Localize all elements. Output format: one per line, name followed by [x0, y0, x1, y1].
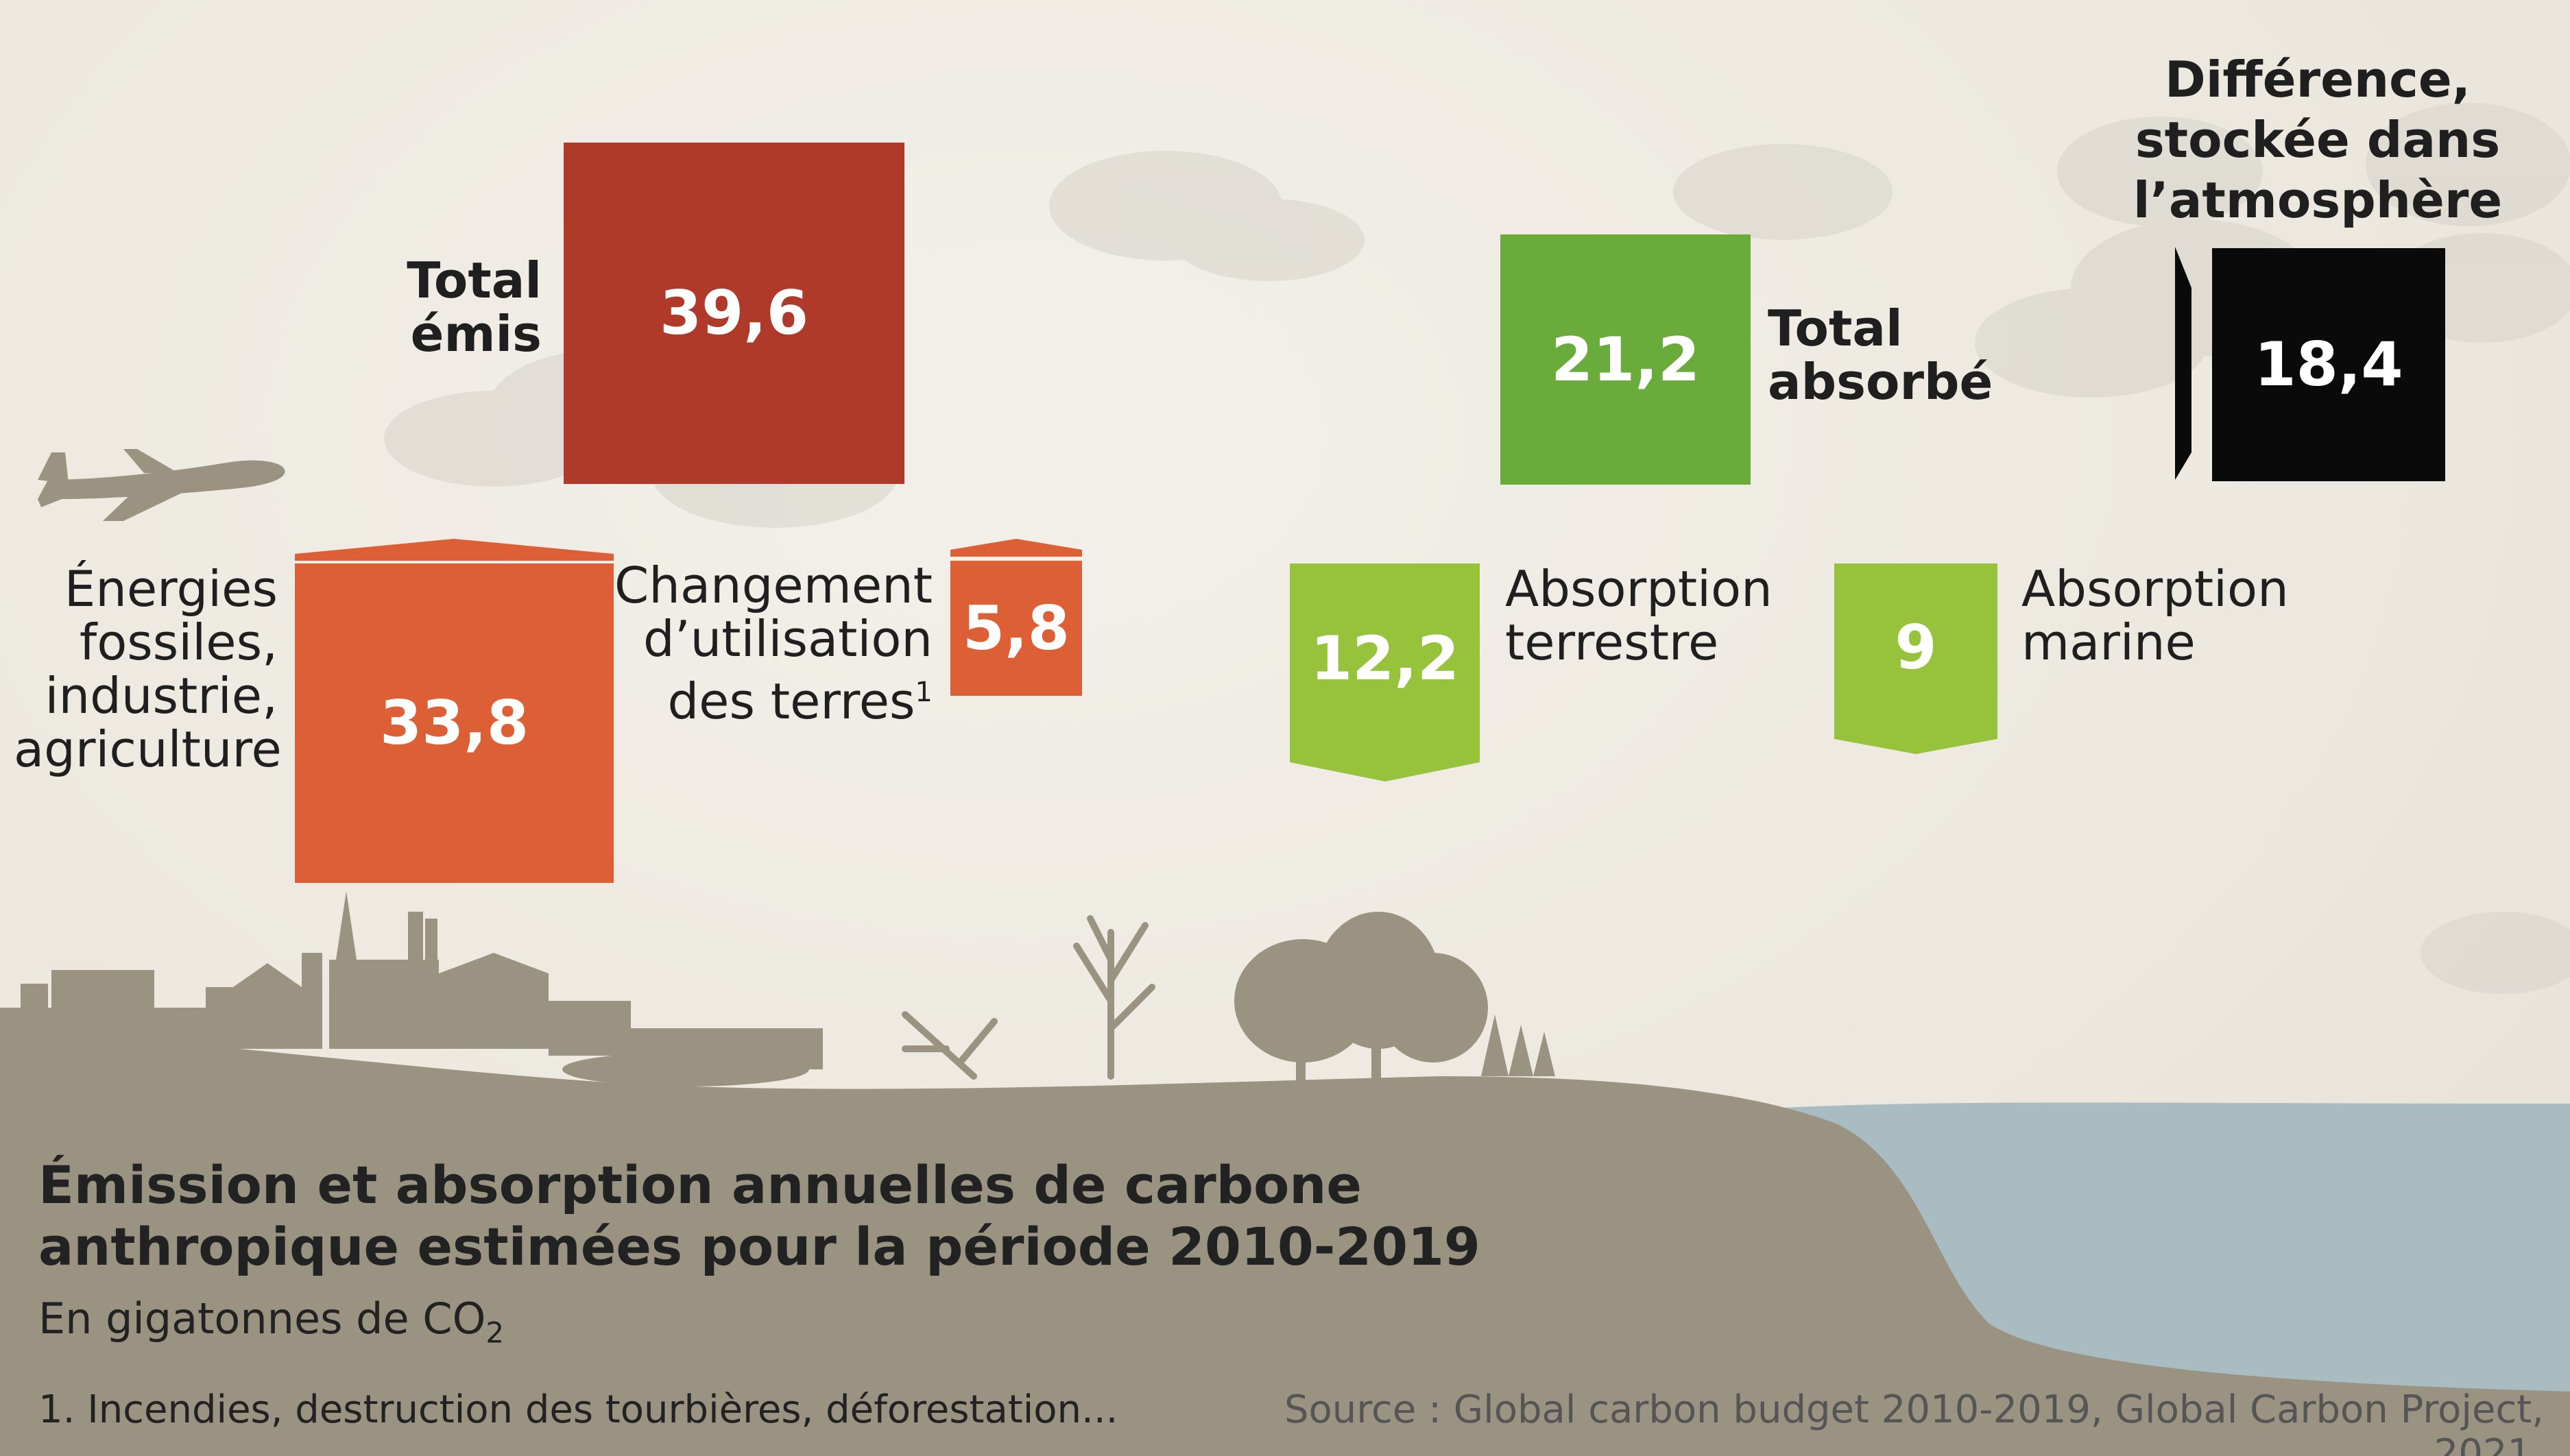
total-emitted-label: Total émis — [407, 252, 542, 363]
difference-box: 18,4 — [2212, 248, 2445, 481]
land-use-box: 5,8 — [950, 561, 1082, 696]
source-note: Source : Global carbon budget 2010-2019,… — [1284, 1387, 2544, 1456]
tree-icon — [1234, 912, 1555, 1083]
factory-icon — [0, 891, 823, 1087]
ocean-sink-box: 9 — [1834, 563, 1997, 732]
footnote: 1. Incendies, destruction des tourbières… — [38, 1387, 1118, 1432]
land-sink-label: Absorption terrestre — [1505, 560, 1773, 671]
fossil-cap — [295, 539, 614, 561]
total-emitted-box: 39,6 — [564, 143, 904, 484]
chart-title: Émission et absorption annuelles de carb… — [38, 1154, 1480, 1277]
ocean-sink-pointer — [1834, 732, 1997, 754]
land-use-label: Changement d’utilisation des terres1 — [614, 557, 933, 730]
dead-tree-icon — [902, 915, 1155, 1080]
difference-arrow — [2175, 247, 2191, 480]
ocean-sink-label: Absorption marine — [2021, 560, 2289, 671]
land-sink-box: 12,2 — [1290, 563, 1480, 754]
land-use-cap — [950, 539, 1082, 557]
footnote-mark: 1 — [915, 677, 933, 708]
airplane-icon — [38, 449, 285, 521]
fossil-box: 33,8 — [295, 563, 614, 883]
truck-icon — [21, 970, 154, 1023]
total-absorbed-box: 21,2 — [1500, 234, 1751, 485]
land-sink-pointer — [1290, 754, 1480, 781]
fossil-label: Énergies fossiles, industrie, agricultur… — [14, 560, 282, 778]
difference-label: Différence, stockée dans l’atmosphère — [2133, 51, 2503, 229]
chart-subtitle: En gigatonnes de CO2 — [38, 1294, 505, 1350]
total-absorbed-label: Total absorbé — [1768, 300, 1993, 411]
ground — [0, 1028, 2570, 1456]
